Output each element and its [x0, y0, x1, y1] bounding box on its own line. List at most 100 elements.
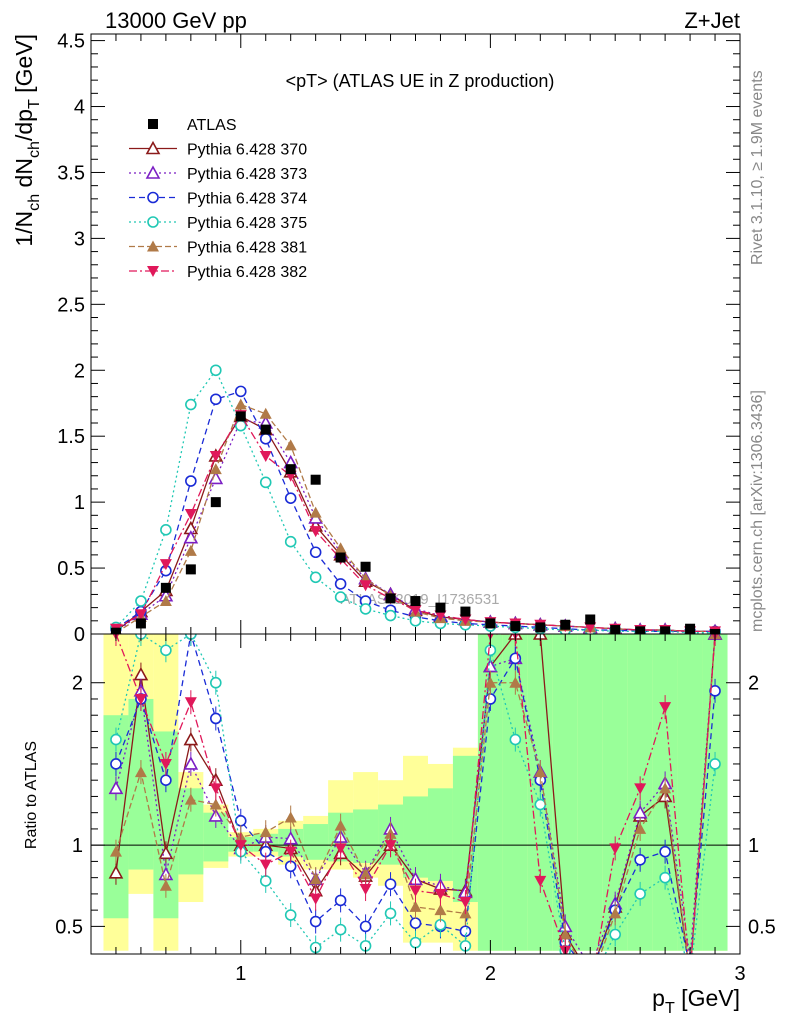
ratio-series-3-point	[685, 970, 695, 980]
ratio-series-3-point	[210, 676, 222, 689]
ratio-series-4-point	[409, 900, 422, 912]
atlas-data-point	[285, 464, 296, 475]
ratio-series-5-point	[384, 840, 397, 852]
atlas-data-point	[185, 564, 196, 575]
series-2-point	[210, 393, 222, 406]
ratio-series-0-point	[684, 969, 696, 980]
atlas-data-point	[460, 606, 471, 617]
ratio-series-4-point	[209, 798, 222, 810]
atlas-data-point	[435, 602, 446, 613]
series-5-point	[409, 605, 422, 617]
atlas-data-point	[685, 623, 696, 634]
series-3-point	[359, 603, 372, 615]
atlas-data-point	[535, 622, 546, 633]
ratio-ytick-label-right: 0.5	[748, 916, 776, 938]
ratio-series-2-point	[409, 917, 422, 929]
ratio-series-3-point	[659, 871, 671, 884]
atlas-data-point	[160, 582, 171, 593]
ratio-series-5-point	[534, 875, 547, 887]
ratio-series-5-point	[234, 840, 247, 852]
ratio-series-3-point	[409, 936, 422, 949]
series-4-point	[284, 439, 297, 451]
series-5-point	[359, 580, 372, 592]
ratio-series-3-point	[709, 758, 721, 770]
ratio-series-5-point	[684, 970, 696, 981]
header-right: Z+Jet	[684, 8, 740, 33]
ratio-series-2-point	[210, 712, 222, 725]
series-4-point	[234, 398, 247, 410]
atlas-data-point	[585, 614, 596, 625]
legend-marker-3	[147, 216, 159, 228]
ratio-series-5-point	[209, 783, 222, 795]
series-2-point	[234, 385, 247, 398]
upper-panel: 00.511.522.533.544.5ATLAS_2019_I1736531<…	[11, 31, 741, 646]
atlas-data-point	[110, 627, 121, 634]
ratio-series-2-point	[659, 845, 671, 858]
series-3-point	[210, 364, 222, 377]
atlas-data-point	[210, 497, 221, 508]
ratio-series-5-point	[359, 884, 372, 896]
ratio-series-5-point	[259, 859, 272, 871]
series-3-point	[384, 609, 397, 622]
ratio-series-2-point	[359, 920, 372, 933]
ratio-series-5-point	[134, 693, 147, 705]
legend-label-3: Pythia 6.428 375	[187, 215, 307, 232]
ratio-series-4-point	[184, 793, 197, 805]
ratio-series-5-point	[184, 697, 197, 709]
upper-plot-area	[109, 364, 722, 634]
series-4-point	[184, 544, 197, 556]
ratio-ylabel: Ratio to ATLAS	[23, 741, 40, 849]
atlas-data-point	[335, 552, 346, 563]
chart-title: <pT> (ATLAS UE in Z production)	[286, 71, 555, 91]
ratio-band-green	[552, 634, 578, 951]
ratio-series-3-point	[259, 875, 272, 887]
legend-label-5: Pythia 6.428 382	[187, 264, 307, 281]
ratio-band-green	[303, 824, 329, 860]
ratio-band-green	[128, 698, 154, 870]
ratio-band-green	[427, 788, 453, 881]
series-5-point	[459, 614, 472, 626]
ratio-series-5-point	[459, 897, 472, 909]
side-text-top: Rivet 3.1.10, ≥ 1.9M events	[749, 70, 766, 265]
atlas-data-point	[410, 596, 421, 607]
atlas-data-point	[310, 474, 321, 485]
ratio-series-5-point	[609, 843, 622, 855]
legend-label-0: Pythia 6.428 370	[187, 142, 307, 159]
series-5-point	[309, 526, 322, 538]
atlas-data-point	[710, 629, 721, 634]
ratio-series-1-point	[183, 756, 199, 770]
ratio-xtick-label: 2	[485, 963, 496, 985]
legend-marker-0	[145, 140, 161, 155]
legend-marker-4	[147, 240, 159, 252]
ratio-xtick-label: 3	[734, 963, 745, 985]
ratio-series-3-point	[585, 978, 595, 988]
ratio-series-5-point	[434, 888, 447, 900]
ratio-series-5-point	[159, 758, 172, 770]
ratio-series-2-point	[334, 894, 347, 907]
ratio-series-1-point	[688, 951, 692, 954]
ratio-series-4-point	[534, 766, 547, 778]
upper-ytick-label: 3	[74, 228, 85, 250]
ratio-frame	[90, 633, 741, 955]
ratio-series-2-point	[384, 878, 397, 890]
atlas-data-point	[635, 626, 646, 634]
ratio-band-green	[403, 796, 428, 878]
ratio-series-3-point	[160, 644, 172, 657]
ratio-ytick-label-right: 2	[748, 673, 759, 695]
ratio-series-3-point	[509, 733, 522, 746]
series-4-point	[159, 595, 172, 607]
atlas-data-point	[560, 619, 571, 630]
series-4-point	[209, 463, 222, 475]
ratio-series-2-point	[634, 853, 646, 866]
legend-label-atlas: ATLAS	[187, 117, 237, 134]
atlas-data-point	[135, 618, 146, 629]
ratio-series-4-point	[609, 907, 622, 919]
side-text-bottom: mcplots.cern.ch [arXiv:1306.3436]	[749, 390, 766, 632]
series-3-point	[234, 419, 247, 432]
ratio-band-green	[677, 634, 703, 951]
series-5-point	[259, 450, 272, 462]
series-3-point	[284, 535, 297, 548]
legend-marker-2	[147, 191, 159, 204]
ratio-series-1-point	[584, 961, 596, 972]
ratio-series-3-point	[110, 733, 122, 746]
